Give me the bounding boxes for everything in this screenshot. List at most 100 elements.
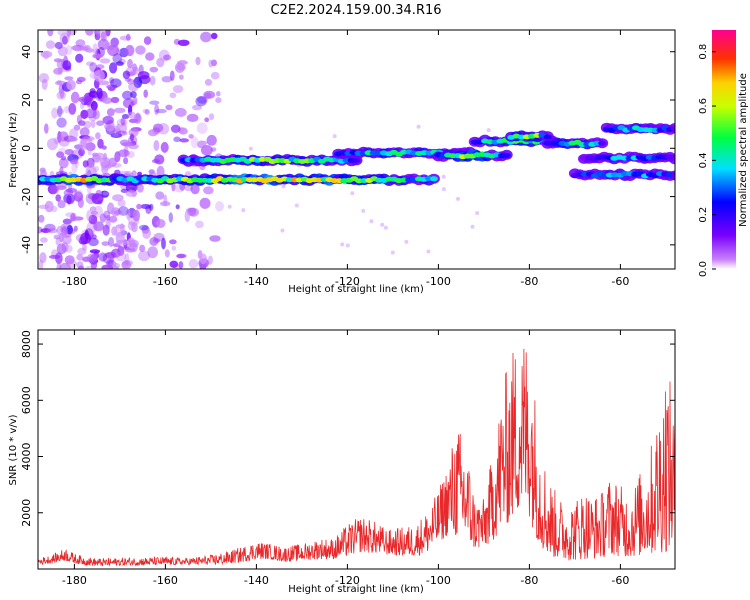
noise-blob (156, 57, 165, 68)
noise-blob (55, 194, 61, 202)
noise-blob (59, 166, 64, 175)
noise-blob (149, 66, 159, 73)
noise-blob (47, 30, 54, 37)
noise-blob (280, 228, 285, 233)
noise-blob (105, 251, 117, 259)
noise-blob (78, 120, 86, 126)
noise-blob (178, 261, 184, 269)
track-core (502, 153, 511, 158)
noise-blob (169, 70, 175, 81)
noise-blob (227, 204, 232, 209)
y-tick-label: 2000 (20, 499, 33, 527)
noise-blob (55, 185, 67, 190)
noise-blob (106, 108, 115, 117)
noise-blob (99, 58, 111, 64)
noise-blob (79, 127, 90, 137)
noise-blob (78, 148, 85, 157)
noise-blob (38, 204, 50, 209)
noise-blob (54, 41, 63, 50)
noise-blob (92, 165, 100, 173)
noise-blob (114, 251, 127, 262)
noise-blob (201, 145, 213, 156)
noise-blob (85, 266, 93, 269)
noise-blob (50, 184, 60, 195)
noise-blob (188, 259, 199, 269)
track-core (543, 134, 552, 140)
noise-blob (195, 96, 207, 107)
noise-blob (95, 132, 101, 140)
x-tick-label: -160 (153, 574, 178, 587)
noise-blob (114, 225, 126, 237)
noise-blob (58, 157, 69, 169)
noise-blob (128, 82, 139, 92)
noise-blob (121, 90, 133, 100)
noise-blob (86, 253, 97, 263)
noise-blob (102, 224, 110, 236)
noise-blob (177, 60, 188, 66)
noise-blob (105, 30, 111, 37)
noise-blob (93, 69, 105, 82)
noise-blob (51, 107, 58, 119)
noise-blob (53, 137, 60, 145)
noise-blob (108, 237, 115, 247)
track-core (671, 154, 675, 160)
noise-blob (165, 104, 173, 111)
noise-blob (138, 224, 149, 231)
y-tick-label: -20 (20, 188, 33, 206)
track-core (352, 157, 361, 163)
x-tick-label: -120 (335, 275, 360, 288)
noise-blob (107, 44, 120, 56)
noise-blob (89, 62, 98, 73)
noise-blob (126, 208, 131, 220)
noise-blob (40, 237, 48, 243)
noise-blob (149, 100, 160, 105)
noise-blob (70, 45, 82, 51)
noise-blob (78, 265, 85, 269)
noise-blob (120, 117, 126, 126)
noise-blob (97, 138, 104, 149)
snr-series (38, 348, 675, 567)
noise-blob (56, 91, 67, 100)
noise-blob (114, 151, 121, 163)
noise-blob (113, 210, 123, 215)
noise-blob (147, 246, 158, 259)
x-tick-label: -80 (520, 275, 538, 288)
noise-blob (199, 253, 208, 265)
noise-blob (92, 109, 100, 120)
noise-blob (248, 146, 253, 151)
noise-blob (100, 160, 112, 171)
noise-blob (137, 71, 150, 80)
noise-blob (197, 96, 208, 104)
x-tick-label: -60 (611, 574, 629, 587)
noise-blob (390, 250, 395, 255)
noise-blob (135, 112, 141, 122)
noise-blob (41, 78, 48, 90)
noise-blob (210, 147, 217, 152)
noise-blob (441, 187, 446, 192)
noise-blob (59, 32, 70, 45)
noise-blob (121, 142, 134, 147)
snr-x-axis: -180 -160 -140 -120 -100 -80 -60 (62, 330, 629, 587)
noise-blob (56, 117, 67, 128)
noise-blob (94, 30, 103, 36)
noise-blob (204, 117, 210, 123)
noise-blob (168, 212, 173, 223)
noise-blob (163, 194, 168, 207)
noise-blob (89, 206, 97, 213)
noise-blob (90, 100, 98, 111)
noise-blob (85, 108, 97, 119)
noise-blob (144, 109, 150, 115)
noise-blob (73, 225, 78, 232)
noise-blob (209, 235, 221, 242)
noise-blob (113, 265, 120, 269)
noise-blob (143, 89, 148, 98)
noise-blob (78, 46, 89, 51)
noise-blob (441, 174, 446, 179)
x-tick-label: -80 (520, 574, 538, 587)
colorbar-gradient (712, 30, 736, 269)
noise-blob (82, 160, 89, 168)
noise-blob (122, 70, 131, 80)
noise-blob (281, 184, 286, 189)
noise-blob (186, 113, 199, 122)
colorbar: 0.0 0.2 0.4 0.6 0.8 Normalized spectral ampl… (698, 30, 749, 277)
